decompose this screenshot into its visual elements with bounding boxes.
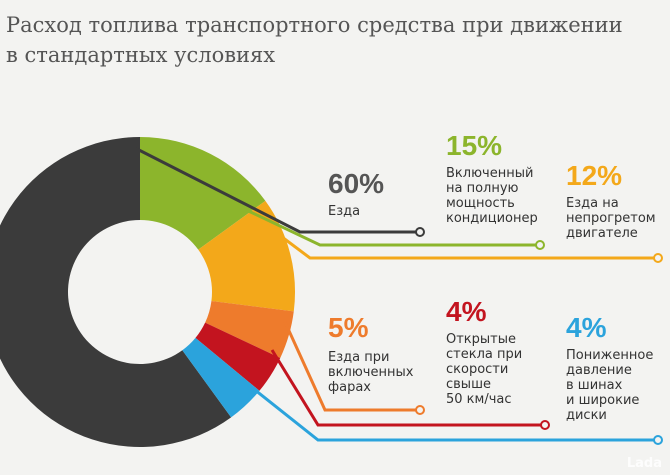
chart-title: Расход топлива транспортного средства пр… — [6, 13, 623, 67]
value-label: 4% — [566, 312, 607, 343]
leader-line — [244, 380, 658, 442]
leader-dot — [540, 420, 550, 430]
donut-slice — [0, 137, 232, 447]
watermark: Lada — [626, 456, 662, 471]
leader-line — [134, 146, 420, 234]
leader-line — [270, 349, 545, 427]
donut-slice — [182, 337, 260, 418]
category-label: Пониженное давление в шинах и широкие ди… — [566, 348, 654, 423]
leader-line — [283, 321, 420, 412]
category-label: Включенный на полную мощность кондиционе… — [446, 166, 538, 226]
donut-slice — [205, 301, 294, 358]
leader-dot — [415, 227, 425, 237]
category-label: Езда — [328, 204, 361, 219]
donut-slice — [195, 322, 281, 391]
value-label: 12% — [566, 160, 623, 191]
category-label: Езда при включенных фарах — [328, 350, 414, 395]
leader-dot — [653, 253, 663, 263]
leader-dot — [653, 435, 663, 445]
value-label: 15% — [446, 130, 503, 161]
category-label: Езда на непрогретом двигателе — [566, 196, 656, 241]
value-label: 5% — [328, 312, 369, 343]
value-label: 4% — [446, 296, 487, 327]
leader-dot — [415, 405, 425, 415]
category-label: Открытые стекла при скорости свыше 50 км… — [446, 332, 523, 407]
value-label: 60% — [328, 168, 385, 199]
leader-line — [261, 220, 658, 260]
leader-line — [199, 186, 540, 247]
leader-dot — [535, 240, 545, 250]
